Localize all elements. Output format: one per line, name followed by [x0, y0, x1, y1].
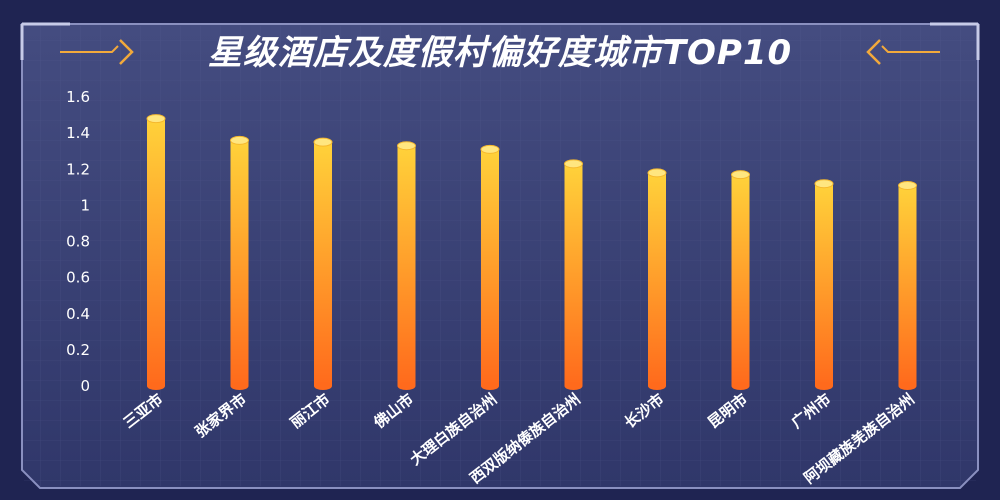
bar-top-cap [564, 159, 583, 169]
bar-series [146, 114, 917, 390]
bar [898, 181, 917, 390]
bar-top-cap [146, 114, 166, 124]
bar-base-cap [564, 382, 583, 390]
bar-top-cap [647, 168, 667, 178]
bar [564, 159, 583, 390]
bar-body [481, 149, 499, 386]
bar-top-cap [480, 144, 500, 154]
bar-base-cap [147, 382, 165, 390]
bar-base-cap [898, 382, 917, 390]
bar [146, 114, 166, 390]
bar-body [731, 174, 750, 386]
y-tick-label: 0.4 [66, 305, 90, 323]
bar-base-cap [815, 382, 833, 390]
bar-body [648, 172, 666, 386]
bar-top-cap [731, 170, 750, 180]
bar-body [147, 118, 165, 387]
y-tick-label: 1.6 [66, 88, 90, 106]
bar [397, 141, 416, 390]
bar-base-cap [648, 382, 666, 390]
bar-base-cap [230, 382, 249, 390]
bar-body [564, 163, 583, 386]
y-tick-label: 0.6 [66, 269, 90, 287]
bar-body [898, 185, 917, 386]
bar [731, 170, 750, 390]
bar [313, 137, 333, 390]
frame-corner-right [930, 22, 980, 60]
y-tick-label: 0.2 [66, 341, 90, 359]
grid-background [24, 26, 976, 486]
bar-top-cap [814, 179, 834, 189]
bar [230, 135, 249, 390]
bar-base-cap [731, 382, 750, 390]
bar [480, 144, 500, 390]
chart-title: 星级酒店及度假村偏好度城市TOP10 [208, 33, 792, 73]
y-tick-label: 1 [80, 196, 90, 214]
bar-base-cap [481, 382, 499, 390]
bar-body [397, 145, 416, 386]
bar-base-cap [397, 382, 416, 390]
y-tick-label: 1.2 [66, 160, 90, 178]
y-tick-label: 0.8 [66, 233, 90, 251]
title-decoration-right [866, 39, 940, 65]
bar-base-cap [314, 382, 332, 390]
bar-body [230, 140, 249, 386]
bar-body [815, 183, 833, 386]
bar-body [314, 142, 332, 386]
bar-top-cap [397, 141, 416, 151]
bar-top-cap [898, 181, 917, 191]
y-tick-label: 1.4 [66, 124, 90, 142]
y-tick-label: 0 [80, 377, 90, 395]
bar [814, 179, 834, 390]
bar-top-cap [313, 137, 333, 147]
bar-top-cap [230, 135, 249, 145]
bar [647, 168, 667, 390]
y-axis-ticks: 0 0.2 0.4 0.6 0.8 1 1.2 1.4 1.6 [66, 88, 90, 395]
frame-corner-left [20, 22, 70, 60]
title-decoration-left [60, 39, 134, 65]
